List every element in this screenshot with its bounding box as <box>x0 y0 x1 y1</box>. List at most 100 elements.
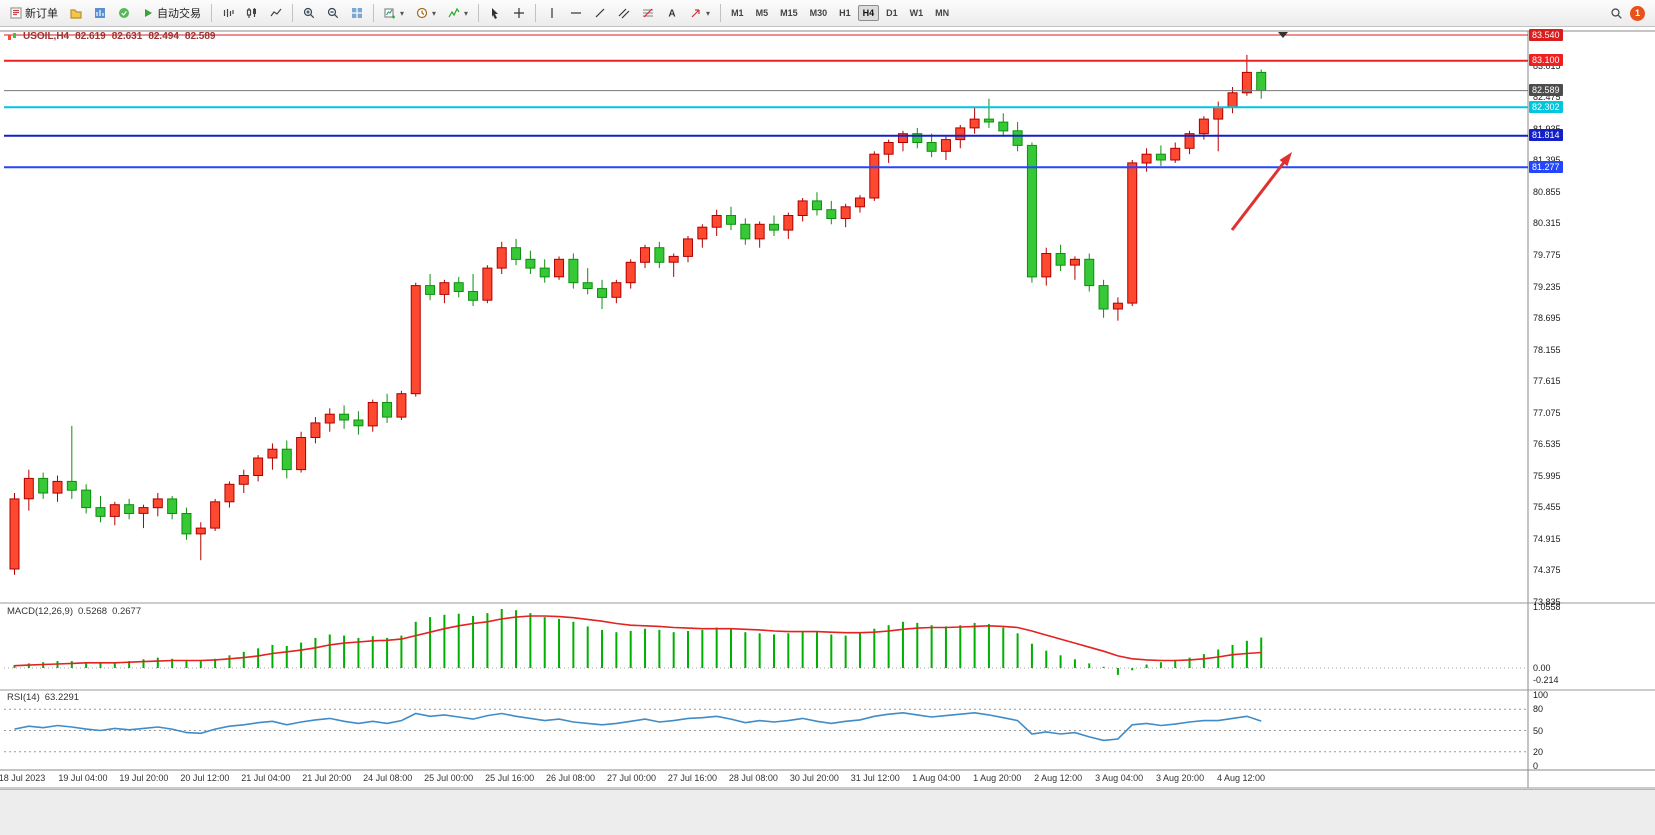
rsi-axis-label: 0 <box>1533 761 1539 771</box>
zoom-in-button[interactable] <box>298 4 320 22</box>
search-button[interactable] <box>1605 4 1627 22</box>
toolbar-separator <box>373 4 374 22</box>
notification-badge[interactable]: 1 <box>1630 5 1645 21</box>
bar-chart-button[interactable] <box>217 4 239 22</box>
toolbar-separator <box>535 4 537 22</box>
timeframe-button-h4[interactable]: H4 <box>857 5 880 21</box>
price-tick: 77.615 <box>1533 376 1561 387</box>
time-tick-label: 19 Jul 20:00 <box>119 773 169 783</box>
chart-high-value: 82.631 <box>111 31 143 42</box>
fibo-icon <box>642 7 654 19</box>
crosshair-button[interactable] <box>508 4 530 22</box>
timeframe-button-m30[interactable]: M30 <box>809 8 828 18</box>
text-label-button[interactable]: A <box>661 4 683 22</box>
market-watch-button[interactable] <box>89 4 111 22</box>
time-tick-label: 27 Jul 16:00 <box>667 773 717 783</box>
trendline-button[interactable] <box>589 4 611 22</box>
vertical-line-button[interactable] <box>541 4 563 22</box>
time-tick-label: 25 Jul 16:00 <box>485 773 535 783</box>
new-order-icon <box>10 7 22 19</box>
cursor-icon <box>489 7 501 19</box>
price-tick: 74.915 <box>1533 533 1561 544</box>
timeframe-button-m1[interactable]: M1 <box>731 8 744 18</box>
clock-icon <box>416 7 428 19</box>
price-tick: 80.855 <box>1533 186 1561 197</box>
toolbar-separator <box>292 4 293 22</box>
macd-axis-label: 0.00 <box>1533 663 1551 673</box>
chevron-down-icon: ▾ <box>400 8 405 18</box>
arrows-dropdown[interactable]: ▾ <box>685 4 715 22</box>
time-tick-label: 31 Jul 12:00 <box>850 773 900 783</box>
refresh-icon <box>118 7 130 19</box>
period-dropdown[interactable]: ▾ <box>411 4 441 22</box>
refresh-button[interactable] <box>113 4 135 22</box>
time-tick-label: 30 Jul 20:00 <box>789 773 839 783</box>
line-chart-button[interactable] <box>265 4 287 22</box>
price-tick: 81.935 <box>1533 124 1561 134</box>
macd-signal-value: 0.2677 <box>112 606 142 617</box>
chart-shift-marker[interactable] <box>1278 32 1288 38</box>
rsi-layer <box>4 708 1528 753</box>
candle-chart-icon <box>246 7 258 19</box>
price-tick: 73.835 <box>1533 597 1561 607</box>
toolbar-separator <box>211 4 212 22</box>
search-icon <box>1610 7 1622 19</box>
time-tick-label: 2 Aug 12:00 <box>1034 773 1083 783</box>
time-tick-label: 3 Aug 04:00 <box>1095 773 1144 783</box>
price-line-label[interactable]: 83.540 <box>1529 28 1563 41</box>
price-tick: 78.695 <box>1533 313 1561 324</box>
arrow-annotation[interactable] <box>1230 152 1292 231</box>
macd-indicator-label: MACD(12,26,9) 0.5268 0.2677 <box>7 606 141 617</box>
price-line-label[interactable]: 81.814 <box>1529 129 1563 142</box>
timeframe-button-m5[interactable]: M5 <box>755 8 769 18</box>
equidistant-channel-button[interactable] <box>613 4 635 22</box>
timeframe-button-mn[interactable]: MN <box>935 8 950 18</box>
candles-layer <box>9 54 1267 575</box>
bar-chart-icon <box>222 7 234 19</box>
indicators-dropdown[interactable]: ▾ <box>443 4 473 22</box>
toolbar-separator <box>720 4 722 22</box>
chevron-down-icon: ▾ <box>464 8 469 18</box>
fibonacci-button[interactable] <box>637 4 659 22</box>
macd-axis-label: -0.214 <box>1533 675 1559 686</box>
candlestick-chart-button[interactable] <box>241 4 263 22</box>
chart-symbol-icon <box>8 32 16 40</box>
time-tick-label: 19 Jul 04:00 <box>58 773 108 783</box>
rsi-value: 63.2291 <box>44 692 80 703</box>
price-line-label[interactable]: 81.277 <box>1529 160 1563 173</box>
new-order-button[interactable]: 新订单 <box>5 2 63 24</box>
price-line-label[interactable]: 82.302 <box>1529 100 1563 113</box>
favorites-button[interactable] <box>65 4 87 22</box>
vline-icon <box>546 7 558 19</box>
timeframe-button-d1[interactable]: D1 <box>886 8 898 18</box>
new-chart-icon <box>384 7 396 19</box>
price-line-label[interactable]: 83.100 <box>1529 54 1563 67</box>
text-icon: A <box>666 7 678 20</box>
new-chart-dropdown[interactable]: ▾ <box>379 4 409 22</box>
macd-axis-label: 1.0558 <box>1533 601 1561 612</box>
time-tick-label: 18 Jul 2023 <box>0 773 46 783</box>
zoom-out-button[interactable] <box>322 4 344 22</box>
timeframe-button-h1[interactable]: H1 <box>839 8 851 18</box>
time-tick-label: 24 Jul 08:00 <box>363 773 413 783</box>
time-tick-label: 28 Jul 08:00 <box>728 773 778 783</box>
horizontal-line-button[interactable] <box>565 4 587 22</box>
svg-text:A: A <box>668 9 675 20</box>
rsi-axis-label: 50 <box>1533 725 1544 736</box>
timeframe-button-w1[interactable]: W1 <box>909 8 924 18</box>
chevron-down-icon: ▾ <box>432 8 437 18</box>
price-tick: 77.075 <box>1533 407 1561 418</box>
price-tick: 81.395 <box>1533 155 1561 165</box>
hline-icon <box>570 7 582 19</box>
rsi-axis-label: 80 <box>1533 704 1544 715</box>
timeframe-button-m15[interactable]: M15 <box>780 8 798 18</box>
time-tick-label: 1 Aug 04:00 <box>912 773 961 783</box>
time-tick-label: 20 Jul 12:00 <box>180 773 230 783</box>
auto-trading-button[interactable]: 自动交易 <box>137 2 206 24</box>
horizontal-lines-layer[interactable] <box>4 34 1528 169</box>
cursor-button[interactable] <box>484 4 506 22</box>
tile-windows-button[interactable] <box>346 4 368 22</box>
chart-close-value: 82.589 <box>184 31 216 42</box>
